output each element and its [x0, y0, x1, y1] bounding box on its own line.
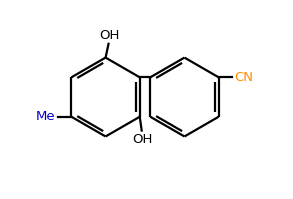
Text: OH: OH [99, 29, 120, 42]
Text: Me: Me [36, 110, 56, 123]
Text: OH: OH [132, 133, 153, 145]
Text: CN: CN [234, 71, 253, 84]
